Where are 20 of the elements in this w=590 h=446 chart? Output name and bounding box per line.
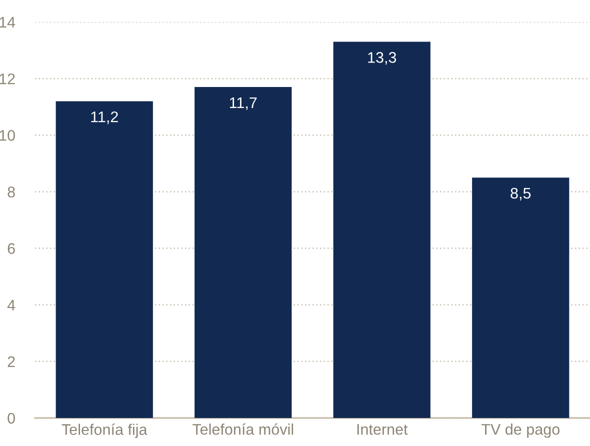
- y-tick-label: 8: [8, 186, 15, 198]
- data-label: 11,2: [91, 111, 118, 124]
- bar: [472, 178, 570, 418]
- data-label: 8,5: [510, 188, 531, 200]
- bar: [333, 42, 430, 418]
- x-tick-label: TV de pago: [481, 424, 560, 438]
- y-tick-label: 12: [0, 73, 15, 84]
- x-tick-label: Telefonía fija: [62, 424, 148, 438]
- bar: [194, 87, 292, 418]
- y-tick-label: 2: [8, 356, 15, 367]
- bar: [56, 101, 153, 418]
- y-tick-label: 6: [8, 243, 15, 254]
- y-tick-label: 14: [0, 17, 16, 28]
- y-tick-label: 4: [7, 300, 16, 310]
- y-tick-label: 10: [0, 130, 15, 141]
- data-label: 11,7: [230, 97, 257, 110]
- x-tick-label: Telefonía móvil: [192, 423, 294, 435]
- x-tick-label: Internet: [357, 424, 408, 435]
- data-label: 13,3: [368, 52, 396, 65]
- y-tick-label: 0: [8, 412, 15, 424]
